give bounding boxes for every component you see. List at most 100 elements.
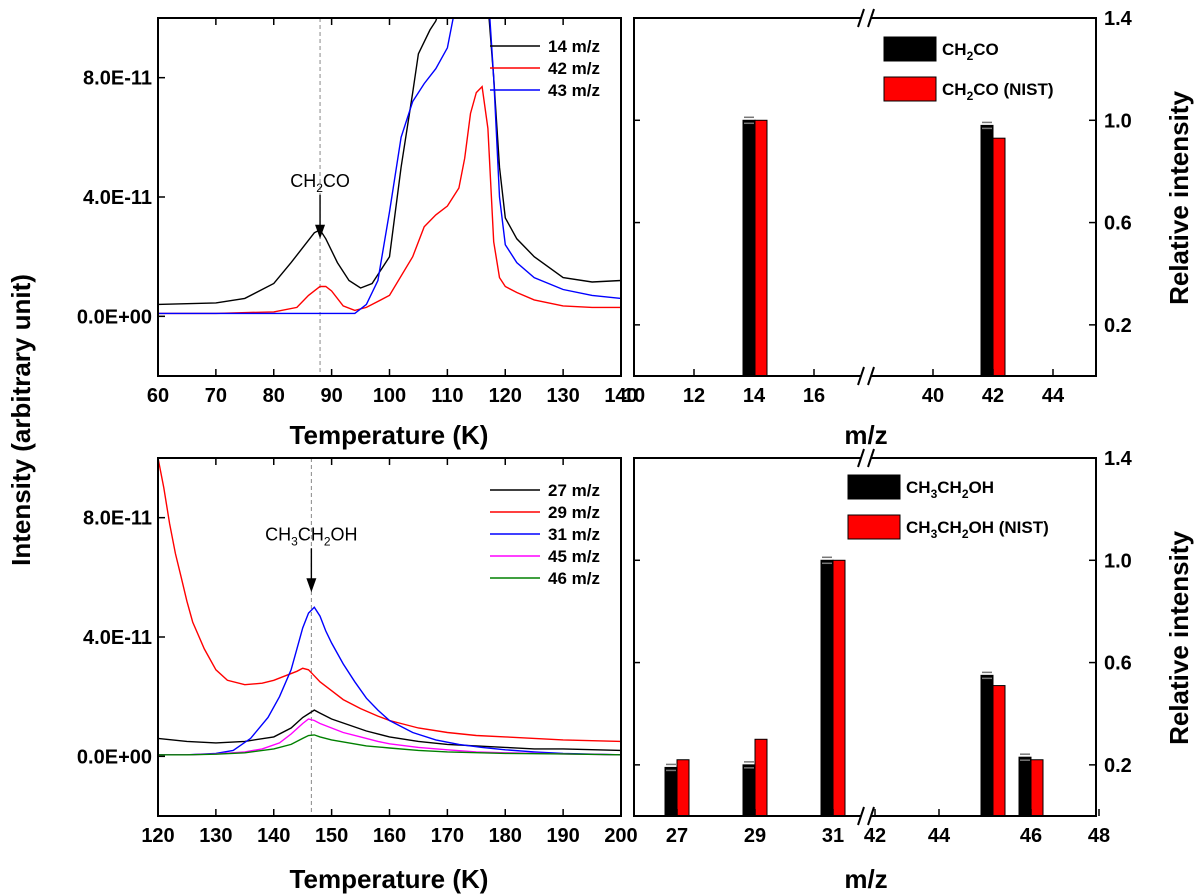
bl-x-axis-label: Temperature (K) xyxy=(290,864,489,894)
br-axis-break-gap xyxy=(861,454,871,462)
tr-axis-break xyxy=(867,8,875,28)
br-bar-31-nist xyxy=(832,559,846,817)
bl-x-tick-label: 140 xyxy=(257,825,290,847)
bl-legend-label: 31 m/z xyxy=(548,525,600,544)
br-axis-break xyxy=(867,806,875,826)
br-x-tick-label: 44 xyxy=(928,825,951,847)
tl-x-tick-label: 110 xyxy=(431,385,463,407)
br-legend-label: CH3CH2OH xyxy=(906,478,994,501)
br-axis-break xyxy=(857,448,865,468)
bl-x-tick-label: 120 xyxy=(141,825,174,847)
bl-x-tick-label: 160 xyxy=(373,825,406,847)
bl-x-tick-label: 190 xyxy=(546,825,579,847)
tl-legend-label: 43 m/z xyxy=(548,81,600,100)
bl-y-tick-label: 8.0E-11 xyxy=(83,508,152,530)
tr-axis-break xyxy=(867,366,875,386)
tl-annotation-label: CH2CO xyxy=(290,171,350,195)
tr-axis-break-gap xyxy=(861,14,871,22)
tr-x-tick-label: 44 xyxy=(1042,385,1065,407)
tr-legend-label: CH2CO xyxy=(942,40,999,63)
bar-chart-ch2co: 10 12 14 16 40 42 44 0.2 0.6 1.0 1.4 CH2CO CH2CO (N… xyxy=(623,8,1194,450)
br-x-tick-label: 46 xyxy=(1020,825,1042,847)
tr-axis-break xyxy=(857,366,865,386)
br-y-axis-label: Relative intensity xyxy=(1164,531,1194,745)
tl-x-tick-label: 140 xyxy=(604,385,637,407)
bl-series-27mz xyxy=(158,709,621,752)
bl-y-tick-label: 4.0E-11 xyxy=(83,627,152,649)
tr-y-tick-label: 1.0 xyxy=(1104,110,1132,132)
br-legend-swatch xyxy=(847,514,901,540)
bl-y-tick-label: 0.0E+00 xyxy=(77,746,152,768)
tr-y-tick-label: 0.6 xyxy=(1104,213,1132,235)
tl-y-tick-label: 0.0E+00 xyxy=(77,306,152,328)
tl-x-tick-label: 90 xyxy=(321,385,343,407)
bl-x-tick-label: 150 xyxy=(315,825,348,847)
br-axis-break xyxy=(867,448,875,468)
tl-legend-label: 42 m/z xyxy=(548,59,600,78)
tl-annotation-arrowhead xyxy=(315,224,326,239)
bl-series-46mz xyxy=(158,734,621,756)
intensity-axis-label: Intensity (arbitrary unit) xyxy=(6,274,36,566)
tl-x-axis-label: Temperature (K) xyxy=(290,420,489,450)
tpd-chart-ch2co: 60 70 80 90 100 110 120 130 140 0.0E+00 4.0E-11 8.0… xyxy=(77,17,638,450)
tl-x-tick-label: 70 xyxy=(205,385,227,407)
br-x-tick-label: 31 xyxy=(822,825,844,847)
br-y-tick-label: 1.4 xyxy=(1104,448,1133,470)
tr-x-tick-label: 42 xyxy=(982,385,1004,407)
tr-bar-14-measured xyxy=(742,119,756,377)
br-y-tick-label: 0.2 xyxy=(1104,755,1132,777)
bl-annotation-label: CH3CH2OH xyxy=(265,524,357,548)
br-bar-45-measured xyxy=(980,674,994,817)
bl-annotation-arrowhead xyxy=(306,578,317,593)
br-bar-27-nist xyxy=(676,759,690,817)
br-x-tick-label: 29 xyxy=(744,825,766,847)
br-legend-label: CH3CH2OH (NIST) xyxy=(906,518,1049,541)
br-bar-45-nist xyxy=(992,685,1006,817)
tl-y-tick-label: 8.0E-11 xyxy=(83,68,152,90)
tl-series-43mz xyxy=(158,18,621,315)
br-y-tick-label: 1.0 xyxy=(1104,550,1132,572)
tr-bar-14-nist xyxy=(754,119,768,377)
tr-axis-break xyxy=(857,8,865,28)
br-bar-46-nist xyxy=(1030,759,1044,817)
tl-x-tick-label: 130 xyxy=(546,385,579,407)
tpd-chart-ethanol: 120 130 140 150 160 170 180 190 200 0.0E+00 4.0E-1… xyxy=(77,457,638,894)
br-x-tick-label: 48 xyxy=(1088,825,1110,847)
bl-series-31mz xyxy=(158,606,621,756)
tl-legend-label: 14 m/z xyxy=(548,37,600,56)
br-bar-27-measured xyxy=(664,766,678,817)
br-bar-46-measured xyxy=(1018,756,1032,817)
tl-x-tick-label: 60 xyxy=(147,385,169,407)
tl-x-tick-label: 120 xyxy=(489,385,522,407)
tr-legend-swatch xyxy=(883,76,937,102)
bl-series-45mz xyxy=(158,718,621,756)
br-legend-swatch xyxy=(847,474,901,500)
tr-y-tick-label: 0.2 xyxy=(1104,315,1132,337)
tl-y-tick-label: 4.0E-11 xyxy=(83,187,152,209)
tr-x-axis-label: m/z xyxy=(844,420,887,450)
tr-x-tick-label: 40 xyxy=(922,385,944,407)
bl-legend-label: 45 m/z xyxy=(548,547,600,566)
tr-bar-42-nist xyxy=(992,137,1006,377)
br-bar-29-measured xyxy=(742,764,756,817)
bl-legend-label: 46 m/z xyxy=(548,569,600,588)
bl-x-tick-label: 170 xyxy=(431,825,464,847)
br-bar-31-measured xyxy=(820,559,834,817)
br-bar-29-nist xyxy=(754,738,768,817)
bl-x-tick-label: 180 xyxy=(489,825,522,847)
br-axis-break xyxy=(857,806,865,826)
br-x-tick-label: 27 xyxy=(666,825,688,847)
bl-legend-label: 27 m/z xyxy=(548,481,600,500)
tl-series-42mz xyxy=(158,85,621,315)
bl-x-tick-label: 200 xyxy=(604,825,637,847)
bar-chart-ethanol: 27 29 31 42 44 46 48 0.2 0.6 1.0 1.4 CH3CH2OH CH3CH… xyxy=(633,448,1194,894)
br-x-axis-label: m/z xyxy=(844,864,887,894)
tl-x-tick-label: 100 xyxy=(373,385,406,407)
tr-y-axis-label: Relative intensity xyxy=(1164,91,1194,305)
tr-x-tick-label: 16 xyxy=(803,385,825,407)
tr-x-tick-label: 10 xyxy=(623,385,645,407)
bl-x-tick-label: 130 xyxy=(199,825,232,847)
tr-x-tick-label: 14 xyxy=(743,385,766,407)
tr-legend-label: CH2CO (NIST) xyxy=(942,80,1054,103)
